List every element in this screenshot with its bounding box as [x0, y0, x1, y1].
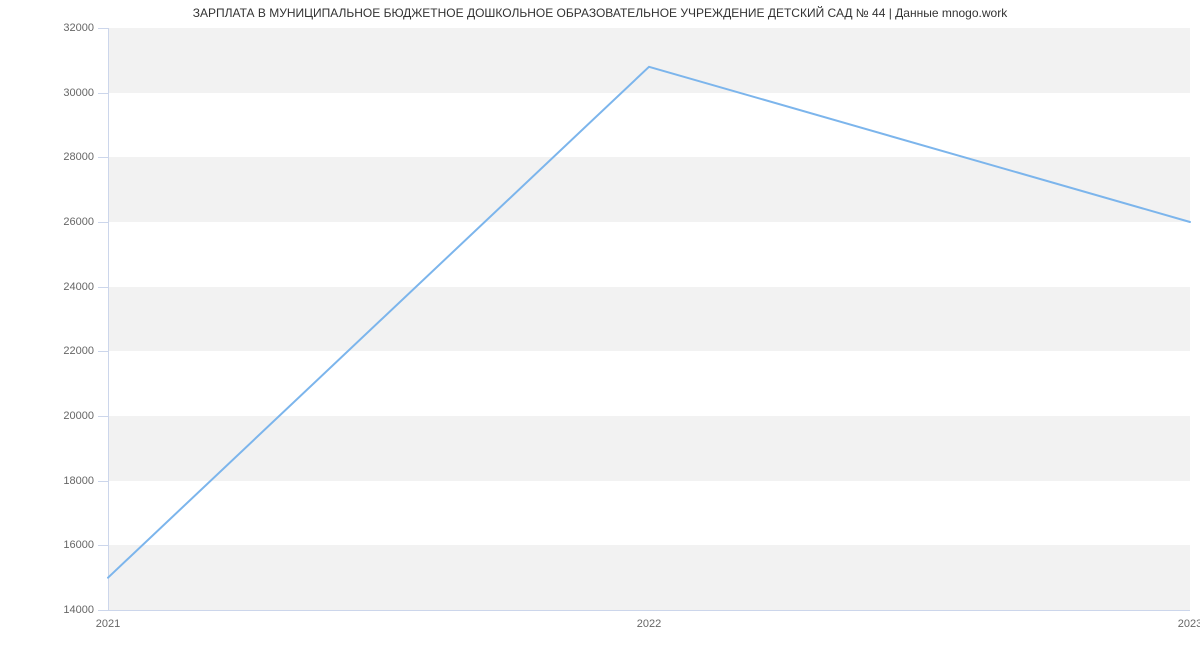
y-axis-label: 28000 [34, 151, 94, 163]
y-tick [98, 157, 108, 158]
y-tick [98, 545, 108, 546]
series-svg [108, 28, 1190, 610]
y-tick [98, 28, 108, 29]
y-axis-label: 24000 [34, 281, 94, 293]
y-tick [98, 481, 108, 482]
y-axis-label: 32000 [34, 22, 94, 34]
y-tick [98, 222, 108, 223]
y-axis-label: 18000 [34, 475, 94, 487]
y-axis-label: 30000 [34, 87, 94, 99]
series-line-salary [108, 67, 1190, 578]
x-axis-line [108, 610, 1190, 611]
chart-title: ЗАРПЛАТА В МУНИЦИПАЛЬНОЕ БЮДЖЕТНОЕ ДОШКО… [0, 6, 1200, 20]
y-axis-label: 22000 [34, 345, 94, 357]
y-axis-label: 20000 [34, 410, 94, 422]
x-axis-label: 2023 [1178, 618, 1200, 630]
y-tick [98, 416, 108, 417]
y-axis-label: 14000 [34, 604, 94, 616]
x-axis-label: 2021 [96, 618, 120, 630]
plot-area: 1400016000180002000022000240002600028000… [108, 28, 1190, 610]
x-axis-label: 2022 [637, 618, 661, 630]
y-tick [98, 93, 108, 94]
y-axis-label: 16000 [34, 539, 94, 551]
y-axis-label: 26000 [34, 216, 94, 228]
y-tick [98, 351, 108, 352]
y-tick [98, 287, 108, 288]
y-tick [98, 610, 108, 611]
salary-line-chart: ЗАРПЛАТА В МУНИЦИПАЛЬНОЕ БЮДЖЕТНОЕ ДОШКО… [0, 0, 1200, 650]
